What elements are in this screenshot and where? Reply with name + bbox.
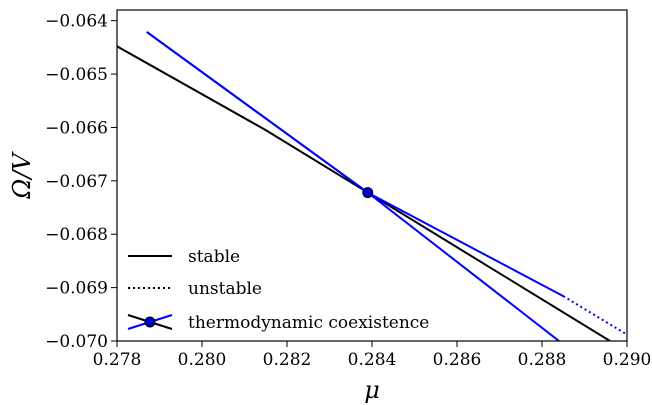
y-axis: −0.064 −0.065 −0.066 −0.067 −0.068 −0.069 −0.0… <box>45 12 117 352</box>
y-tick-label: −0.067 <box>45 172 108 192</box>
legend-label: thermodynamic coexistence <box>188 313 429 333</box>
legend-swatch-marker <box>144 316 156 328</box>
legend-label: stable <box>188 247 240 267</box>
series-line-3 <box>562 295 627 336</box>
y-tick-label: −0.065 <box>45 65 108 85</box>
legend-label: unstable <box>188 279 262 299</box>
marker-layer <box>362 187 374 199</box>
legend: stable unstable thermodynamic coexistence <box>127 247 429 333</box>
x-tick-label: 0.290 <box>603 350 652 370</box>
x-axis-label: μ <box>364 376 380 404</box>
x-tick-label: 0.278 <box>93 350 142 370</box>
series-line-1 <box>117 45 611 341</box>
x-tick-label: 0.282 <box>263 350 312 370</box>
y-tick-label: −0.066 <box>45 118 108 138</box>
y-tick-label: −0.068 <box>45 225 108 245</box>
legend-item-3: thermodynamic coexistence <box>127 313 429 333</box>
x-tick-label: 0.288 <box>518 350 567 370</box>
y-tick-label: −0.069 <box>45 279 108 299</box>
y-tick-label: −0.064 <box>45 12 108 32</box>
x-tick-label: 0.286 <box>433 350 482 370</box>
coexistence-point <box>362 187 374 199</box>
y-tick-label: −0.070 <box>45 332 108 352</box>
legend-item-2: unstable <box>128 279 262 299</box>
legend-item-1: stable <box>128 247 240 267</box>
x-tick-label: 0.280 <box>178 350 227 370</box>
y-axis-label: Ω/V <box>8 151 36 200</box>
x-axis: 0.278 0.280 0.282 0.284 0.286 0.288 0.290 <box>93 341 652 370</box>
x-tick-label: 0.284 <box>348 350 397 370</box>
